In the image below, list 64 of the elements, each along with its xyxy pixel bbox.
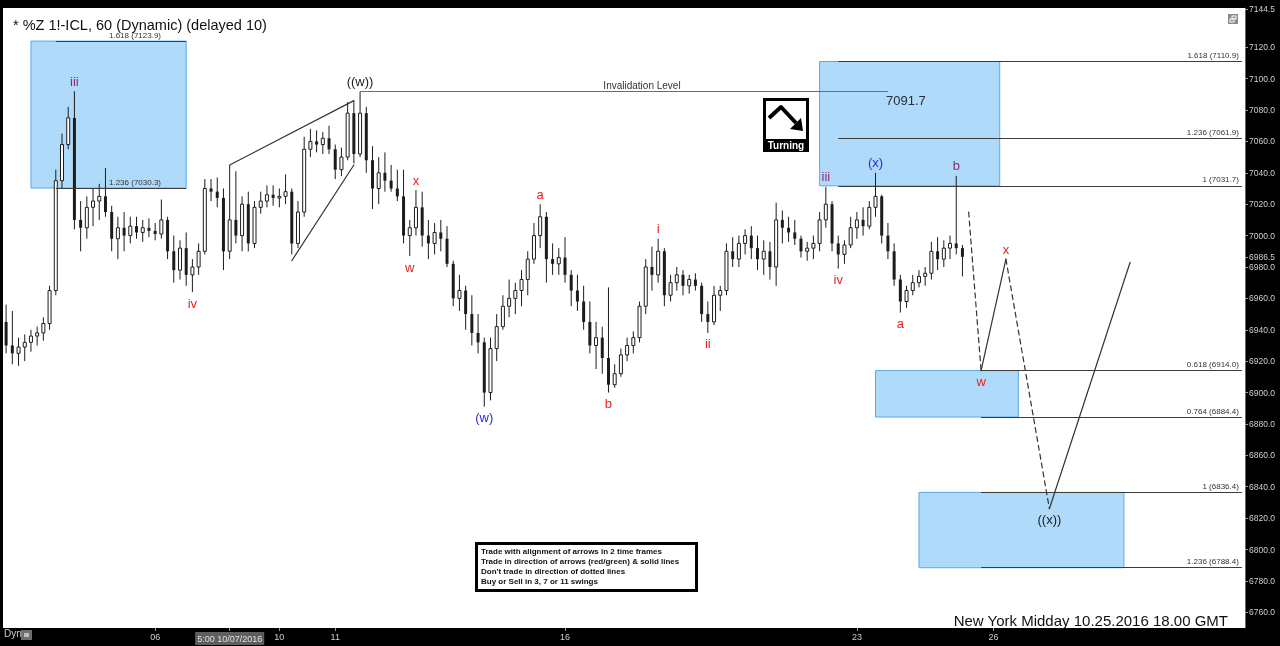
annotation: b (604, 396, 613, 412)
y-tick-label: 6780.0 (1249, 575, 1276, 586)
annotation: 7091.7 (886, 92, 926, 108)
x-tick-label: 10 (274, 631, 285, 642)
annotation: iv (833, 272, 844, 288)
y-tick-label: 7120.0 (1249, 42, 1276, 53)
x-tick-label: 26 (988, 631, 999, 642)
text: * %Z 1!-ICL, 60 (Dynamic) (delayed 10) (13, 16, 267, 33)
annotation: Buy or Sell in 3, 7 or 11 swings (481, 577, 598, 586)
x-tick-label: 16 (560, 631, 571, 642)
y-tick-label: 7000.0 (1249, 230, 1276, 241)
ref-line-label: 0.618 (6914.0) (1186, 360, 1240, 370)
ref-line-label: 1.618 (7110.9) (1187, 51, 1240, 61)
ref-line-label: 1.236 (7030.3) (108, 177, 162, 187)
ref-line-label: Invalidation Level (603, 80, 681, 92)
annotation: a (536, 186, 545, 202)
ref-line-label: 1 (6836.4) (1202, 481, 1240, 491)
annotation: iii (70, 73, 79, 89)
y-tick-label: 6860.0 (1249, 450, 1276, 461)
annotation: Trade in direction of arrows (red/green) & solid lines (481, 557, 680, 566)
annotation: ((w)) (346, 74, 374, 90)
y-tick-label: 6940.0 (1249, 324, 1276, 335)
ref-line-label: 1.236 (7061.9) (1186, 127, 1240, 137)
annotation: Don't trade in direction of dotted lines (481, 567, 626, 576)
annotation: Turning (767, 140, 805, 151)
y-tick-label: 6800.0 (1249, 544, 1276, 555)
annotation: b (952, 158, 960, 174)
y-tick-label: 6980.0 (1249, 261, 1276, 272)
y-tick-label: 6760.0 (1249, 607, 1276, 618)
annotation: iv (187, 295, 198, 311)
annotation: w (404, 259, 416, 275)
annotation: ii (704, 336, 711, 352)
y-tick-label: 6986.5 (1249, 251, 1276, 262)
annotation: Dyn (4, 628, 22, 639)
annotation: (x) (867, 155, 884, 171)
y-tick-label: 7040.0 (1249, 167, 1276, 178)
y-tick-label: 6820.0 (1249, 513, 1276, 524)
annotation: ((x)) (1037, 512, 1062, 528)
x-tick-label: 5:00 10/07/2016 (197, 633, 263, 644)
ref-line-label: 0.764 (6884.4) (1186, 406, 1240, 416)
annotation: (w) (475, 410, 494, 426)
y-tick-label: 6900.0 (1249, 387, 1276, 398)
annotation: x (1002, 241, 1010, 257)
annotation: a (896, 316, 905, 332)
x-tick-label: 23 (851, 631, 862, 642)
y-tick-label: 7060.0 (1249, 136, 1276, 147)
annotation: Trade with alignment of arrows in 2 time frames (481, 547, 662, 556)
x-tick-label: 11 (330, 631, 340, 642)
y-tick-label: 7020.0 (1249, 199, 1276, 210)
annotation: iii (821, 169, 831, 185)
annotation: i (656, 221, 660, 237)
y-tick-label: 7144.5 (1249, 3, 1276, 14)
ref-line-label: 1 (7031.7) (1202, 175, 1240, 185)
annotation: w (975, 374, 987, 390)
x-tick-label: 06 (150, 631, 161, 642)
y-tick-label: 7100.0 (1249, 73, 1276, 84)
ref-line-label: 1.236 (6788.4) (1186, 557, 1240, 567)
y-tick-label: 6840.0 (1249, 481, 1276, 492)
annotation: x (412, 172, 420, 188)
y-tick-label: 6880.0 (1249, 418, 1276, 429)
annotation: New York Midday 10.25.2016 18.00 GMT (953, 611, 1228, 629)
y-tick-label: 6920.0 (1249, 356, 1276, 367)
y-tick-label: 7080.0 (1249, 105, 1276, 116)
y-tick-label: 6960.0 (1249, 293, 1276, 304)
